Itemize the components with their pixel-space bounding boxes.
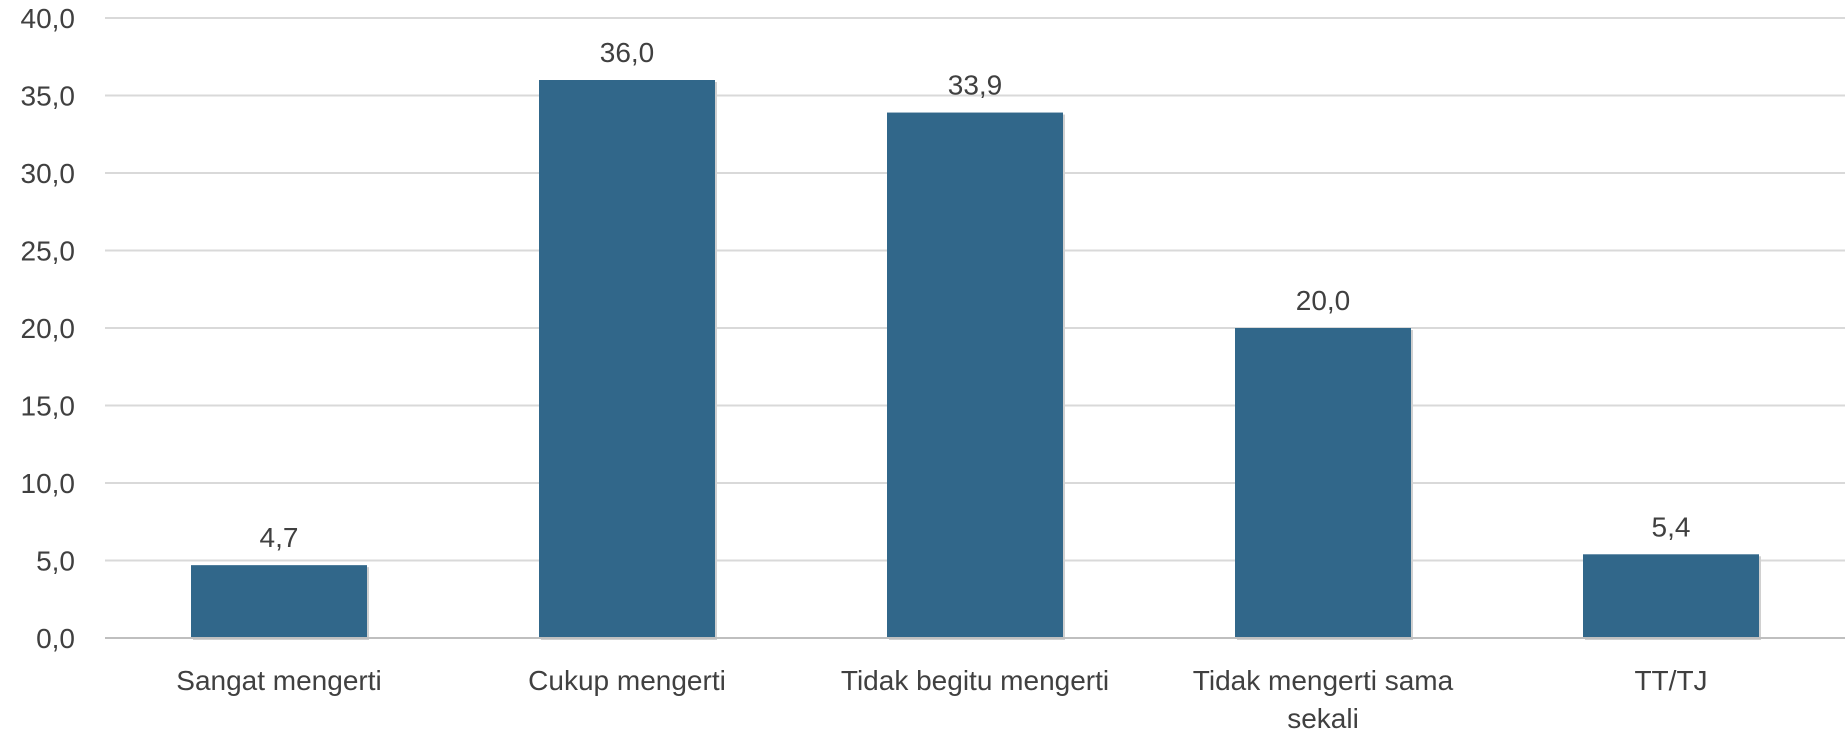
x-tick-label-line: Tidak begitu mengerti bbox=[841, 665, 1109, 696]
x-tick-label: Tidak mengerti sama sekali bbox=[1193, 665, 1454, 732]
x-tick-label: Tidak begitu mengerti bbox=[841, 665, 1109, 696]
x-tick-label: Cukup mengerti bbox=[528, 665, 726, 696]
data-label: 36,0 bbox=[600, 37, 655, 68]
bar bbox=[191, 565, 367, 638]
y-axis-ticks: 0,0 5,0 10,0 15,0 20,0 25,0 30,0 35,0 40,0 bbox=[21, 3, 76, 654]
y-tick-label: 30,0 bbox=[21, 158, 76, 189]
y-tick-label: 40,0 bbox=[21, 3, 76, 34]
data-labels: 4,7 36,0 33,9 20,0 5,4 bbox=[260, 37, 1691, 553]
y-tick-label: 0,0 bbox=[36, 623, 75, 654]
x-tick-label-line: Cukup mengerti bbox=[528, 665, 726, 696]
bar bbox=[539, 80, 715, 638]
y-tick-label: 20,0 bbox=[21, 313, 76, 344]
data-label: 33,9 bbox=[948, 70, 1003, 101]
x-tick-label: Sangat mengerti bbox=[176, 665, 381, 696]
data-label: 5,4 bbox=[1652, 511, 1691, 542]
bars bbox=[191, 80, 1761, 641]
y-tick-label: 25,0 bbox=[21, 236, 76, 267]
y-tick-label: 10,0 bbox=[21, 468, 76, 499]
x-tick-label-line: Tidak mengerti sama bbox=[1193, 665, 1454, 696]
y-tick-label: 15,0 bbox=[21, 391, 76, 422]
bar bbox=[1583, 554, 1759, 638]
x-tick-label: TT/TJ bbox=[1634, 665, 1707, 696]
data-label: 4,7 bbox=[260, 522, 299, 553]
bar bbox=[887, 112, 1063, 639]
x-tick-label-line: TT/TJ bbox=[1634, 665, 1707, 696]
x-tick-label-line: Sangat mengerti bbox=[176, 665, 381, 696]
x-tick-label-line: sekali bbox=[1287, 703, 1359, 732]
data-label: 20,0 bbox=[1296, 285, 1351, 316]
x-axis-ticks: Sangat mengerti Cukup mengerti Tidak begit… bbox=[176, 665, 1707, 732]
y-tick-label: 35,0 bbox=[21, 81, 76, 112]
bar bbox=[1235, 328, 1411, 638]
y-tick-label: 5,0 bbox=[36, 546, 75, 577]
